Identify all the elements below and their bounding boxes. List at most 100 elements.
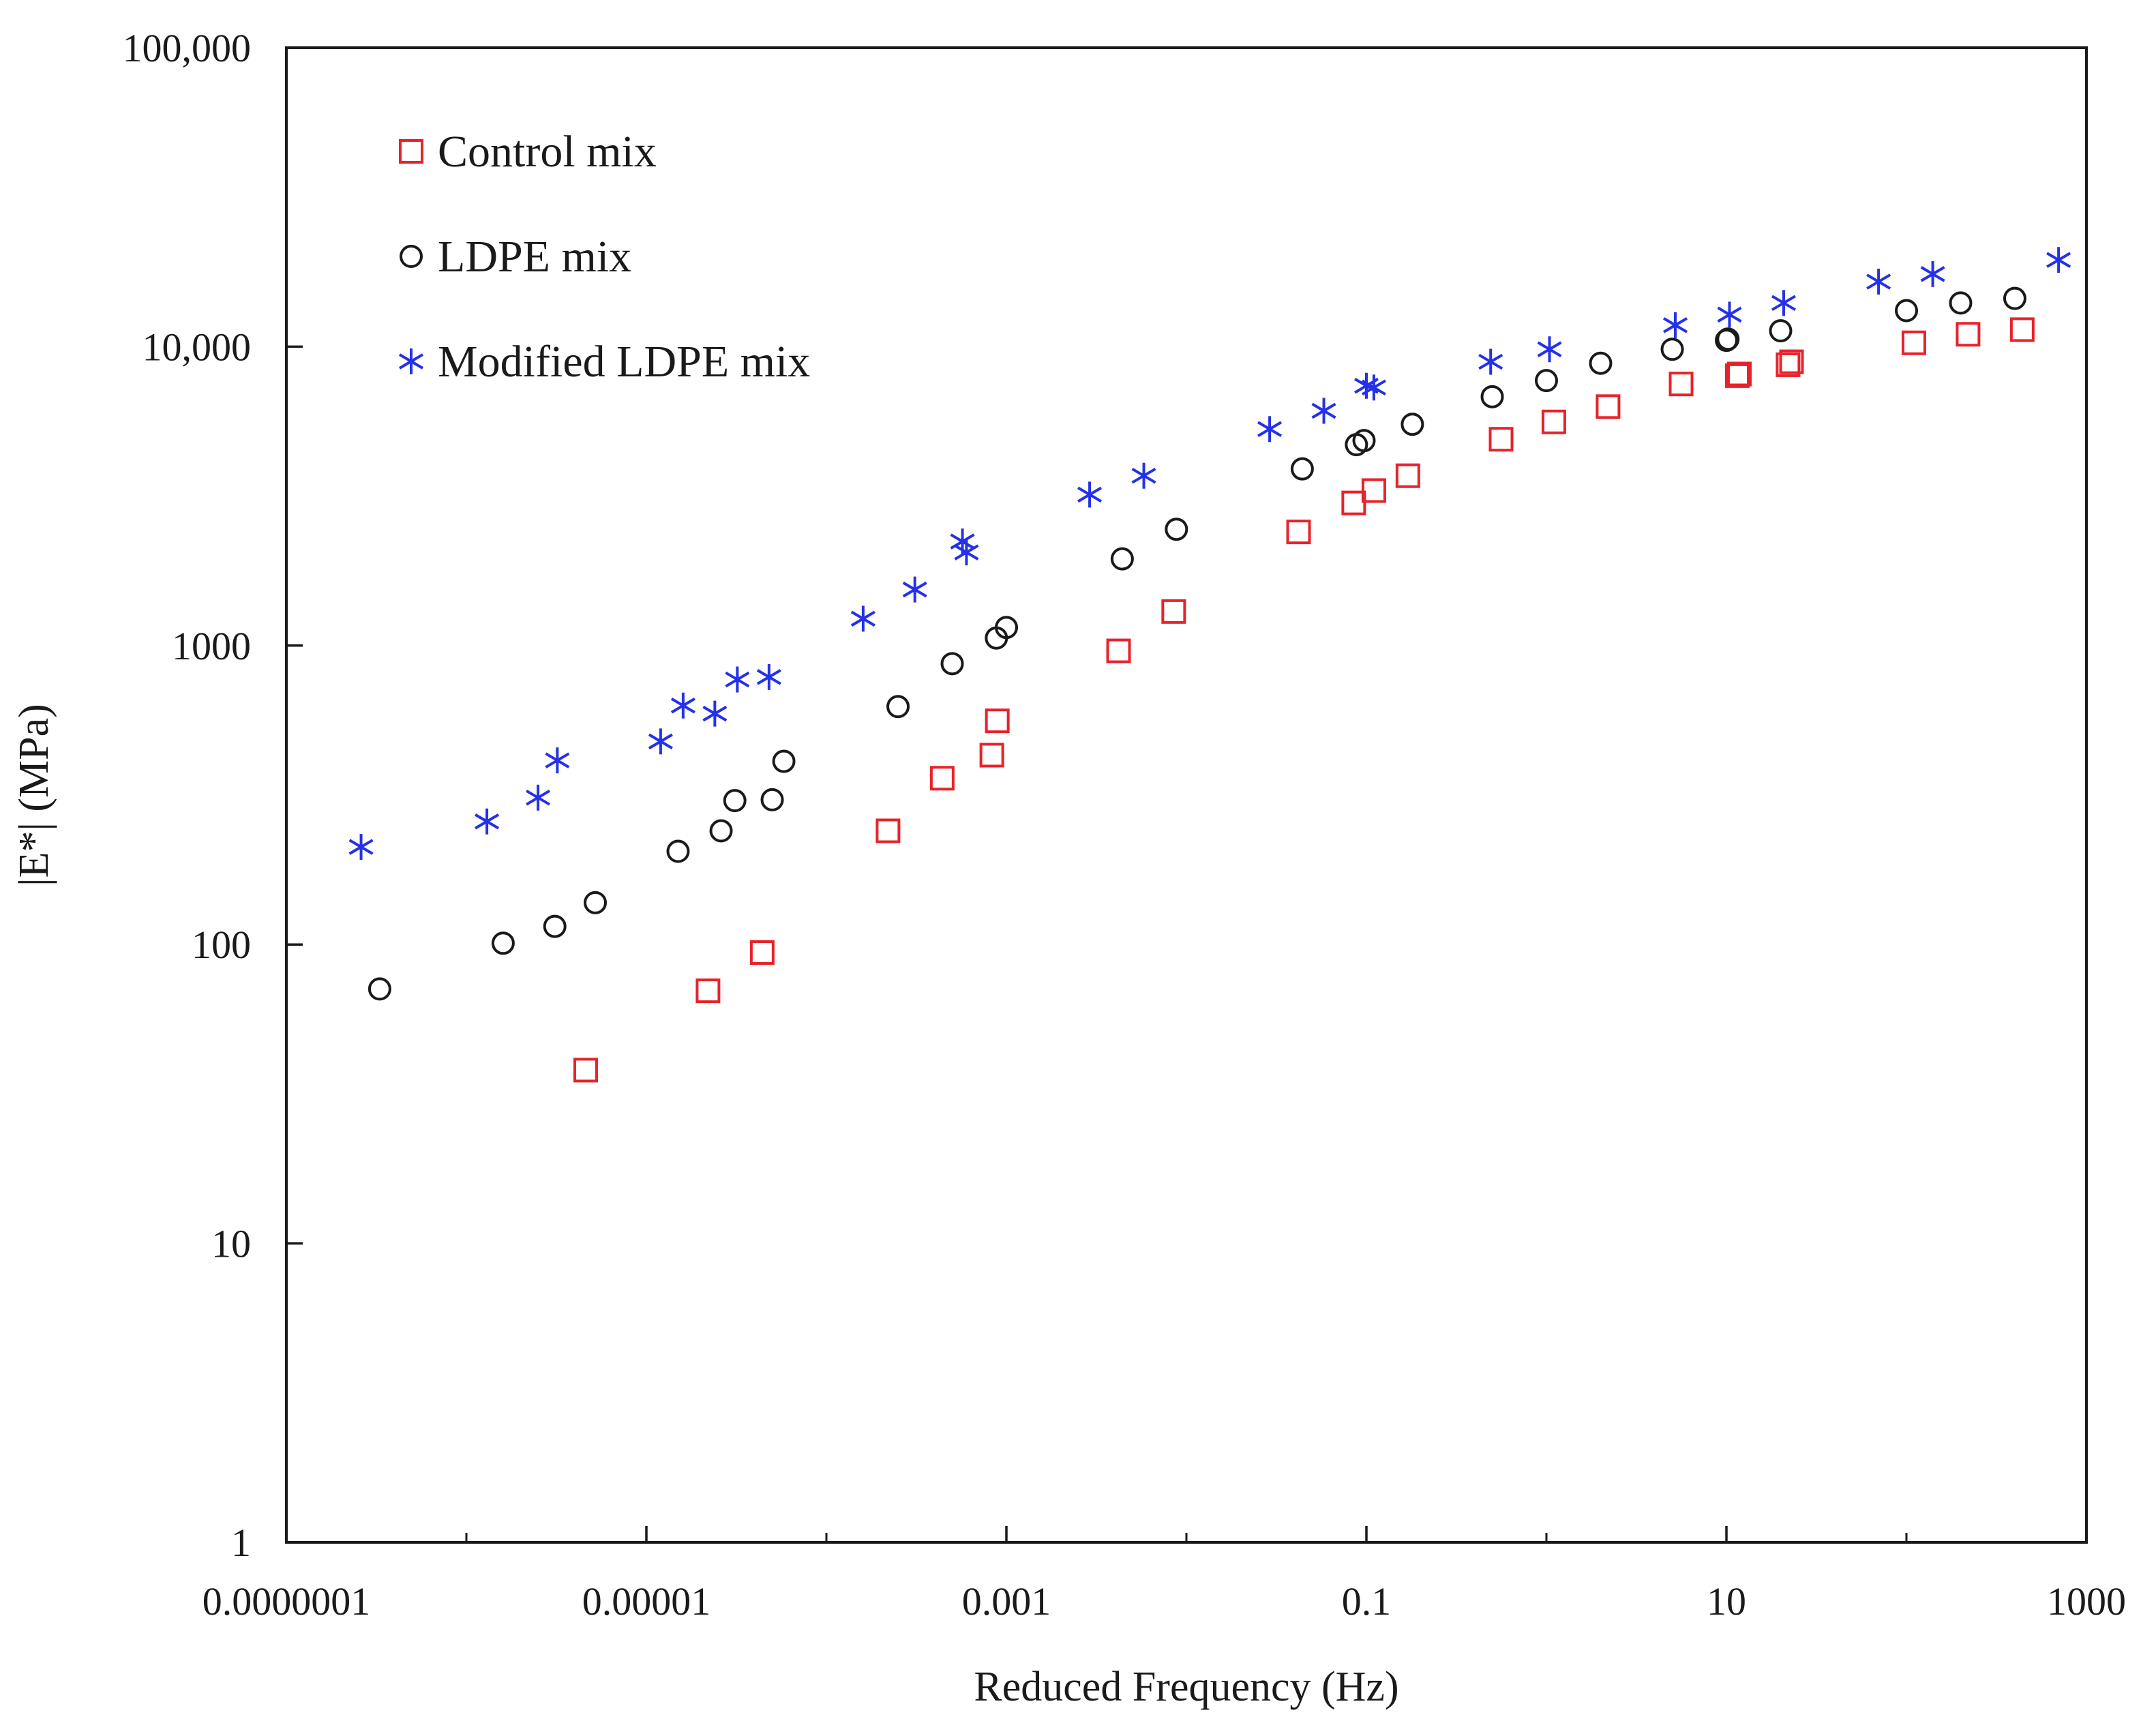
data-point (875, 818, 901, 843)
x-tick-label: 0.0000001 (203, 1579, 371, 1623)
marker-stroke (756, 669, 781, 685)
marker-circle (1535, 369, 1558, 393)
marker-square (1341, 490, 1366, 515)
marker-stroke (702, 705, 728, 722)
data-point (584, 891, 608, 914)
marker-circle (584, 891, 608, 914)
marker-stroke (1866, 273, 1891, 290)
data-point (1541, 409, 1566, 434)
marker-square (1286, 520, 1311, 545)
data-point (1352, 429, 1376, 453)
data-point (979, 743, 1004, 768)
data-point (543, 914, 567, 938)
tick-marks (285, 46, 2088, 1544)
data-point (1596, 394, 1621, 419)
marker-circle (772, 749, 796, 773)
marker-square (929, 766, 955, 791)
data-point (929, 766, 955, 791)
marker-square (1161, 599, 1186, 624)
data-point (1341, 490, 1366, 515)
data-point (1257, 416, 1283, 443)
marker-stroke (1361, 379, 1386, 396)
data-point (1956, 322, 1981, 347)
x-tick-label: 0.1 (1342, 1579, 1392, 1623)
y-tick-label: 1000 (172, 624, 251, 668)
data-point (954, 539, 979, 566)
data-point (491, 931, 515, 955)
legend-marker (399, 139, 423, 164)
data-point (1771, 290, 1796, 316)
data-point (1668, 372, 1694, 397)
data-point (902, 576, 927, 603)
data-point (666, 839, 690, 863)
data-points (348, 247, 2071, 1083)
data-point (1716, 327, 1740, 351)
data-point (1478, 348, 1503, 375)
marker-stroke (1478, 353, 1503, 370)
marker-stroke (475, 813, 500, 830)
marker-circle (760, 788, 784, 811)
marker-circle (995, 616, 1018, 640)
marker-stroke (1077, 486, 1103, 503)
x-tick-label: 10 (1707, 1579, 1746, 1623)
marker-square (749, 940, 775, 965)
legend-marker (400, 245, 423, 268)
marker-stroke (1131, 467, 1156, 484)
y-tick-label: 1 (231, 1521, 251, 1565)
data-point (1949, 291, 1973, 315)
x-axis-title: Reduced Frequency (Hz) (974, 1664, 1398, 1710)
marker-circle (400, 245, 423, 268)
data-point (1535, 369, 1558, 393)
y-tick-label: 10,000 (143, 325, 252, 369)
data-point (695, 978, 721, 1004)
data-point (1726, 361, 1752, 387)
x-tick-label: 1000 (2047, 1579, 2126, 1623)
data-point (1769, 319, 1793, 343)
data-point (545, 747, 570, 774)
marker-square (979, 743, 1004, 768)
marker-circle (1110, 547, 1134, 571)
data-point (1660, 338, 1684, 361)
marker-circle (666, 839, 690, 863)
series-modified-ldpe-mix (348, 247, 2071, 860)
y-tick-label: 100 (192, 923, 251, 967)
marker-square (875, 818, 901, 843)
data-point (940, 652, 964, 676)
marker-circle (1716, 327, 1740, 351)
marker-stroke (398, 353, 424, 370)
marker-square (2009, 317, 2035, 342)
data-point (886, 695, 910, 719)
marker-square (1541, 409, 1566, 434)
data-point (1165, 518, 1188, 541)
marker-stroke (1771, 295, 1796, 312)
marker-circle (543, 914, 567, 938)
marker-square (1395, 463, 1420, 488)
data-point (1537, 336, 1562, 363)
data-point (1401, 413, 1424, 436)
data-point (1110, 547, 1134, 571)
legend-label: Control mix (438, 127, 657, 177)
x-tick-label: 0.00001 (582, 1579, 711, 1623)
legend-label: Modified LDPE mix (438, 337, 810, 387)
data-point (1725, 363, 1750, 388)
y-axis-title: |E*| (MPa) (11, 704, 57, 886)
marker-square (1596, 394, 1621, 419)
data-point (648, 728, 673, 755)
marker-stroke (545, 752, 570, 768)
data-point (1480, 385, 1504, 408)
marker-square (1726, 361, 1752, 387)
data-point (1717, 301, 1742, 328)
marker-stroke (1920, 266, 1945, 282)
data-point (995, 616, 1018, 640)
marker-circle (886, 695, 910, 719)
marker-stroke (1663, 317, 1688, 333)
data-point (850, 605, 875, 632)
marker-circle (1589, 351, 1613, 375)
marker-stroke (902, 581, 927, 598)
marker-square (1956, 322, 1981, 347)
data-point (2046, 247, 2071, 273)
y-tick-label: 10 (211, 1222, 251, 1266)
series-control-mix (573, 317, 2035, 1083)
marker-stroke (526, 790, 551, 806)
